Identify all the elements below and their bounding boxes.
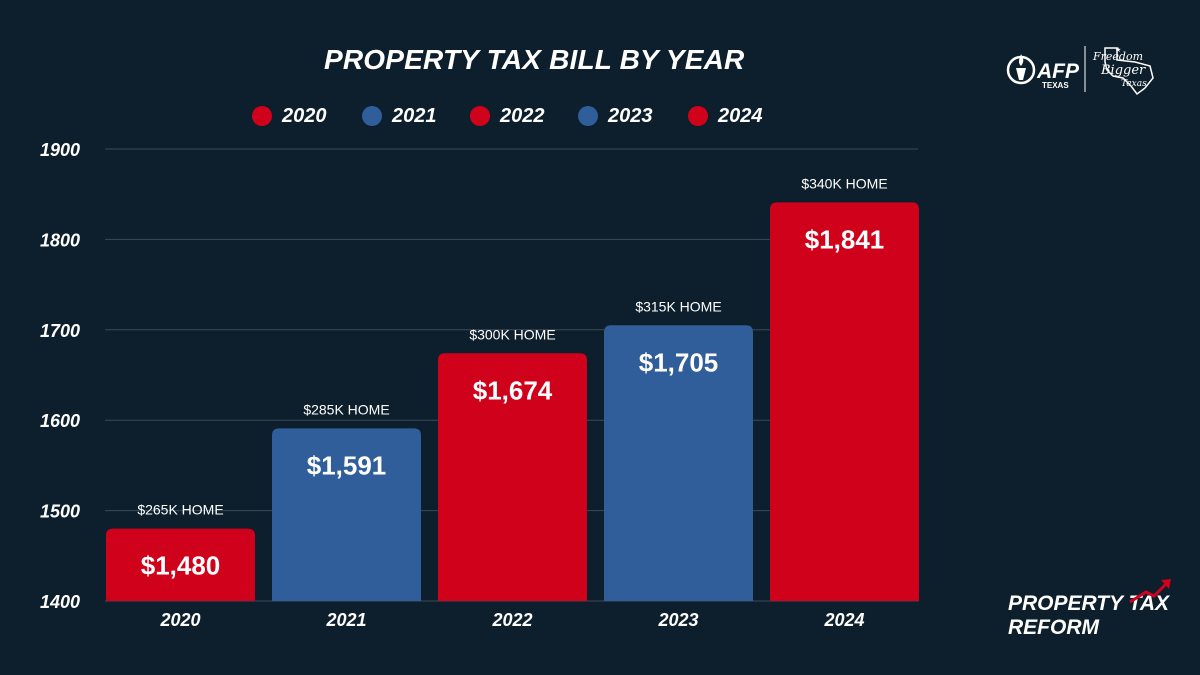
svg-text:★: ★ <box>1115 46 1121 54</box>
bar <box>770 202 919 601</box>
y-tick-label: 1900 <box>40 140 80 160</box>
y-tick-label: 1700 <box>40 321 80 341</box>
legend-swatch <box>470 106 490 126</box>
y-tick-label: 1800 <box>40 230 80 250</box>
footer-line-2: REFORM <box>1008 616 1099 639</box>
afp-wordmark: AFP <box>1036 60 1080 83</box>
torch-icon <box>1006 54 1036 85</box>
bar <box>604 325 753 601</box>
legend-label: 2023 <box>608 104 653 127</box>
x-tick-label: 2020 <box>159 610 200 630</box>
legend-swatch <box>578 106 598 126</box>
legend-item-2023: 2023 <box>578 104 653 128</box>
legend-label: 2020 <box>282 104 327 127</box>
footer-line-1: PROPERTY TAX <box>1008 592 1170 615</box>
bar-annotation: $285K HOME <box>303 401 389 417</box>
slogan-texas: Texas <box>1121 79 1147 89</box>
bar-value-label: $1,674 <box>473 375 553 405</box>
x-tick-label: 2024 <box>823 610 864 630</box>
property-tax-reform-logo: PROPERTY TAX REFORM <box>1008 592 1169 640</box>
bar <box>438 353 587 601</box>
bar-annotation: $265K HOME <box>137 502 223 518</box>
bar-annotation: $340K HOME <box>801 175 887 191</box>
afp-state: TEXAS <box>1042 81 1069 90</box>
bar-annotation: $300K HOME <box>469 326 555 342</box>
bar <box>106 528 255 601</box>
texas-outline-icon: ★ <box>1104 46 1154 96</box>
legend-item-2020: 2020 <box>252 104 327 128</box>
slogan-freedom: Freedom <box>1092 50 1143 63</box>
legend-swatch <box>252 106 272 126</box>
x-tick-label: 2021 <box>325 610 366 630</box>
trend-arrow-icon <box>1129 579 1171 604</box>
bar-value-label: $1,591 <box>307 450 387 480</box>
y-tick-label: 1400 <box>40 592 80 612</box>
slogan-bigger: Bigger <box>1100 63 1146 78</box>
legend-swatch <box>688 106 708 126</box>
afp-texas-logo: AFP TEXAS ★ Freedom Bigger Texas <box>1006 46 1154 96</box>
bar-value-label: $1,841 <box>805 224 885 254</box>
legend-item-2024: 2024 <box>688 104 763 128</box>
legend-swatch <box>362 106 382 126</box>
legend-item-2021: 2021 <box>362 104 437 128</box>
y-tick-label: 1500 <box>40 502 80 522</box>
chart-title: PROPERTY TAX BILL BY YEAR <box>324 44 745 75</box>
bar <box>272 428 421 601</box>
bar-annotation: $315K HOME <box>635 298 721 314</box>
legend-label: 2022 <box>500 104 545 127</box>
legend-item-2022: 2022 <box>470 104 545 128</box>
x-tick-label: 2023 <box>657 610 698 630</box>
x-tick-label: 2022 <box>491 610 532 630</box>
y-tick-label: 1600 <box>40 411 80 431</box>
legend-label: 2021 <box>392 104 437 127</box>
legend-label: 2024 <box>718 104 763 127</box>
bar-value-label: $1,480 <box>141 551 221 581</box>
bar-value-label: $1,705 <box>639 347 719 377</box>
